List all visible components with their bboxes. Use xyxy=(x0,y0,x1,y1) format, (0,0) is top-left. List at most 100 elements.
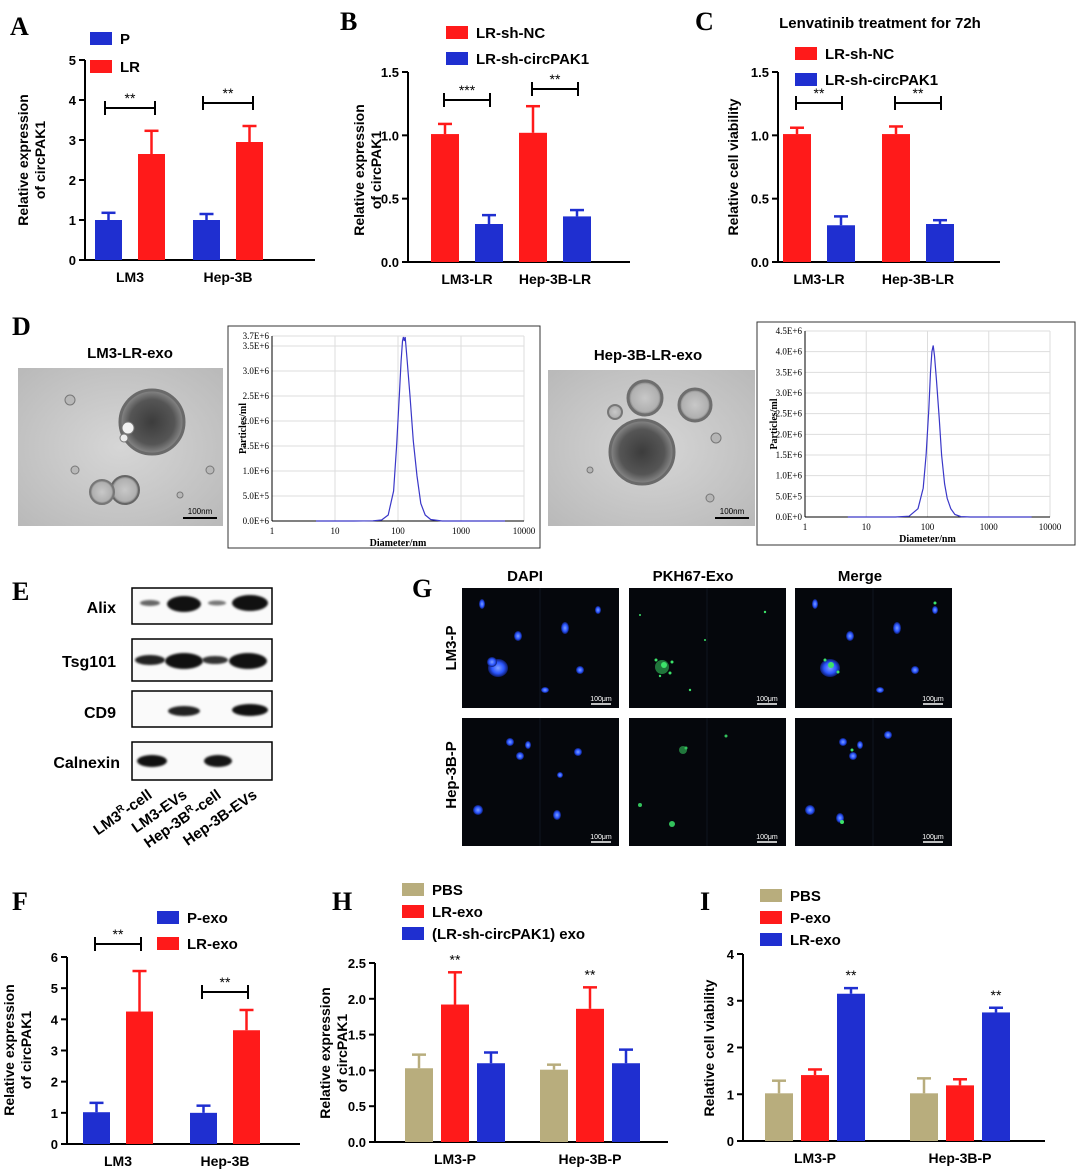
y-tick-label: 5 xyxy=(69,53,76,68)
y-tick-label: 0.5 xyxy=(348,1099,366,1114)
chart-i: 0 1 2 3 4 Relative cell viability LM3-P Hep-3B-… xyxy=(701,888,1045,1166)
nta-series-line xyxy=(316,336,505,522)
x-tick-label: LM3-P xyxy=(434,1151,476,1167)
legend-label: LR-sh-NC xyxy=(476,25,545,42)
legend-swatch xyxy=(795,47,817,60)
y-tick-label: 1.0 xyxy=(348,1063,366,1078)
legend-label: PBS xyxy=(790,888,821,905)
y-tick-label: 3 xyxy=(727,994,734,1009)
fluor-col-merge: Merge xyxy=(838,568,882,585)
bar xyxy=(190,1112,217,1144)
x-axis-label: Diameter/nm xyxy=(899,534,956,545)
x-tick-label: 1 xyxy=(270,526,275,536)
tem-scale-bar-lm3: 100nm xyxy=(188,507,213,516)
fluor-scale-bar: 100μm xyxy=(922,834,944,841)
x-tick-label: LM3 xyxy=(104,1153,132,1169)
bar xyxy=(783,134,811,262)
y-tick-label: 1.0 xyxy=(381,128,399,143)
panel-letter-e: E xyxy=(12,577,29,606)
significance-label: ** xyxy=(113,926,124,942)
y-axis-label: Relative cell viability xyxy=(725,98,741,235)
legend-label: (LR-sh-circPAK1) exo xyxy=(432,926,585,943)
nta-chart-lm3: 0.0E+6 5.0E+5 1.0E+6 1.5E+6 2.0E+6 2.5E+6 3.0E… xyxy=(227,325,541,549)
panel-letter-f: F xyxy=(12,887,28,916)
bar xyxy=(431,134,459,262)
y-tick-label: 6 xyxy=(51,950,58,965)
y-axis-label: Particles/ml xyxy=(769,398,780,449)
bar xyxy=(126,1011,153,1144)
legend-label: P xyxy=(120,31,130,48)
y-tick-label: 0 xyxy=(69,253,76,268)
bar xyxy=(576,1008,604,1142)
y-axis-label: Relative expressionof circPAK1 xyxy=(1,984,34,1116)
bar xyxy=(612,1063,640,1142)
panel-letter-g: G xyxy=(412,574,432,603)
y-tick-label: 2.5E+6 xyxy=(243,391,270,401)
bar xyxy=(477,1063,505,1142)
y-tick-label: 4.0E+6 xyxy=(776,347,803,357)
bar xyxy=(441,1004,469,1142)
bar xyxy=(765,1093,793,1141)
legend-swatch xyxy=(90,32,112,45)
significance-label: ** xyxy=(125,90,136,106)
y-tick-label: 3.0E+6 xyxy=(776,388,803,398)
bar xyxy=(837,993,865,1141)
significance-label: ** xyxy=(450,951,461,967)
fluor-col-pkh67: PKH67-Exo xyxy=(653,568,734,585)
legend-swatch xyxy=(760,911,782,924)
legend-label: LR-sh-circPAK1 xyxy=(476,51,589,68)
x-tick-label: 1 xyxy=(803,522,808,532)
panel-letter-c: C xyxy=(695,7,714,36)
legend-swatch xyxy=(446,52,468,65)
y-tick-label: 0.0 xyxy=(751,255,769,270)
y-tick-label: 5.0E+5 xyxy=(243,491,270,501)
fluor-scale-bar: 100μm xyxy=(590,834,612,841)
y-axis-label: Relative expressionof circPAK1 xyxy=(351,104,384,236)
tem-image-hep3b: 100nm xyxy=(548,370,755,526)
x-tick-label: Hep-3B-P xyxy=(928,1150,991,1166)
y-tick-label: 3.5E+6 xyxy=(243,341,270,351)
y-tick-label: 1.5 xyxy=(381,65,399,80)
bar xyxy=(982,1012,1010,1141)
y-axis-label: Particles/ml xyxy=(238,403,249,454)
y-tick-label: 2.5 xyxy=(348,956,366,971)
legend-swatch xyxy=(90,60,112,73)
y-tick-label: 2.5E+6 xyxy=(776,409,803,419)
blot-row-label: Alix xyxy=(87,600,116,617)
chart-c-title: Lenvatinib treatment for 72h xyxy=(779,15,981,32)
y-tick-label: 0.0 xyxy=(381,255,399,270)
y-tick-label: 1.5E+6 xyxy=(776,450,803,460)
y-tick-label: 1.0 xyxy=(751,128,769,143)
chart-b: 0.0 0.5 1.0 1.5 Relative expressionof circPA… xyxy=(351,25,630,287)
y-tick-label: 1 xyxy=(51,1106,58,1121)
nta-frame xyxy=(756,321,1076,546)
legend-swatch xyxy=(402,905,424,918)
chart-c: 0.0 0.5 1.0 1.5 Relative cell viability LM3-L… xyxy=(725,46,1000,287)
bar xyxy=(233,1030,260,1144)
bar xyxy=(83,1112,110,1144)
bar xyxy=(475,224,503,262)
fluor-scale-bar: 100μm xyxy=(756,696,778,703)
y-tick-label: 5.0E+5 xyxy=(776,491,803,501)
legend-label: PBS xyxy=(432,882,463,899)
tem-scale-bar-hep3b: 100nm xyxy=(720,507,745,516)
legend-label: LR-exo xyxy=(790,932,841,949)
y-tick-label: 4 xyxy=(69,93,77,108)
legend-label: LR-sh-circPAK1 xyxy=(825,72,938,89)
y-axis-label-line: Relative cell viability xyxy=(725,98,741,235)
fluor-scale-bar: 100μm xyxy=(756,834,778,841)
x-tick-label: 10000 xyxy=(1039,522,1062,532)
y-axis-label-line: Relative cell viability xyxy=(701,979,717,1116)
x-tick-label: LM3 xyxy=(116,269,144,285)
x-tick-label: 1000 xyxy=(452,526,471,536)
significance-label: ** xyxy=(846,967,857,983)
significance-label: ** xyxy=(585,966,596,982)
y-tick-label: 2.0E+6 xyxy=(243,416,270,426)
y-tick-label: 0.5 xyxy=(381,192,399,207)
bar xyxy=(801,1075,829,1141)
y-tick-label: 1.0E+6 xyxy=(243,466,270,476)
bar xyxy=(519,132,547,262)
x-tick-label: LM3-LR xyxy=(441,271,492,287)
y-axis-label-line: Relative expression xyxy=(317,987,333,1119)
blot-row-label: Tsg101 xyxy=(62,654,116,671)
